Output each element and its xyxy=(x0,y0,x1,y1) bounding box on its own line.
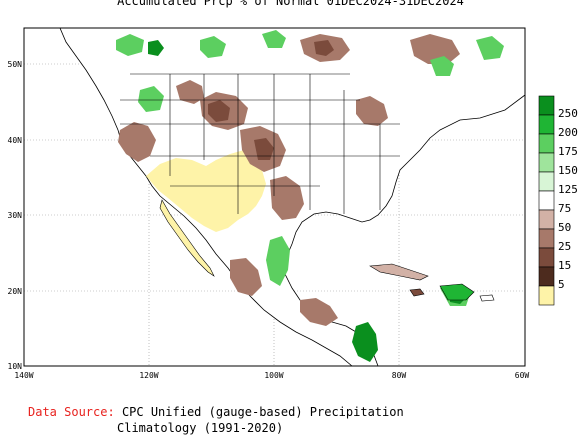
legend-label: 250 xyxy=(558,107,578,120)
lon-label: 120W xyxy=(139,371,158,380)
legend-label: 5 xyxy=(558,278,565,291)
lat-label: 10N xyxy=(8,362,23,371)
lon-label: 140W xyxy=(14,371,33,380)
map-title: Accumulated Prcp % of Normal 01DEC2024-3… xyxy=(117,0,464,8)
data-source: Data Source: CPC Unified (gauge-based) P… xyxy=(28,405,404,419)
lat-axis-labels: 50N 40N 30N 20N 10N xyxy=(8,60,23,371)
legend-label: 15 xyxy=(558,259,571,272)
legend-colorbar xyxy=(538,95,555,306)
lat-label: 30N xyxy=(8,211,23,220)
legend-swatch xyxy=(538,247,555,268)
legend-swatch xyxy=(538,209,555,230)
legend-swatch xyxy=(538,228,555,249)
legend-label: 150 xyxy=(558,164,578,177)
cuba xyxy=(369,263,429,281)
lat-label: 40N xyxy=(8,136,23,145)
legend-swatch xyxy=(538,95,555,116)
legend-swatch xyxy=(538,171,555,192)
legend-label: 75 xyxy=(558,202,571,215)
legend-labels: 250 200 175 150 125 75 50 25 15 5 xyxy=(558,107,578,291)
lon-label: 80W xyxy=(392,371,407,380)
legend-swatch xyxy=(538,114,555,135)
caribbean-islands xyxy=(369,263,495,302)
legend-swatch xyxy=(538,266,555,287)
data-source-label: Data Source: xyxy=(28,405,115,419)
lon-label: 100W xyxy=(264,371,283,380)
legend-label: 25 xyxy=(558,240,571,253)
political-borders xyxy=(120,73,400,214)
dry-southwest xyxy=(146,150,266,232)
map-area xyxy=(23,27,526,367)
very-dry-patches xyxy=(208,40,334,160)
legend-swatch xyxy=(538,285,555,306)
hispaniola xyxy=(439,283,475,301)
legend-label: 175 xyxy=(558,145,578,158)
lat-label: 20N xyxy=(8,287,23,296)
legend-label: 50 xyxy=(558,221,571,234)
legend-swatch xyxy=(538,152,555,173)
jamaica xyxy=(409,288,425,297)
map-frame xyxy=(23,27,526,367)
baja-california xyxy=(159,199,215,277)
data-source-text: CPC Unified (gauge-based) Precipitation xyxy=(121,405,404,419)
data-source-climatology: Climatology (1991-2020) xyxy=(117,421,284,435)
legend-swatch xyxy=(538,190,555,211)
lon-label: 60W xyxy=(515,371,530,380)
lat-label: 50N xyxy=(8,60,23,69)
legend-label: 200 xyxy=(558,126,578,139)
legend-swatch xyxy=(538,133,555,154)
puerto-rico xyxy=(479,294,495,302)
lon-axis-labels: 140W 120W 100W 80W 60W xyxy=(14,371,529,380)
legend-label: 125 xyxy=(558,183,578,196)
